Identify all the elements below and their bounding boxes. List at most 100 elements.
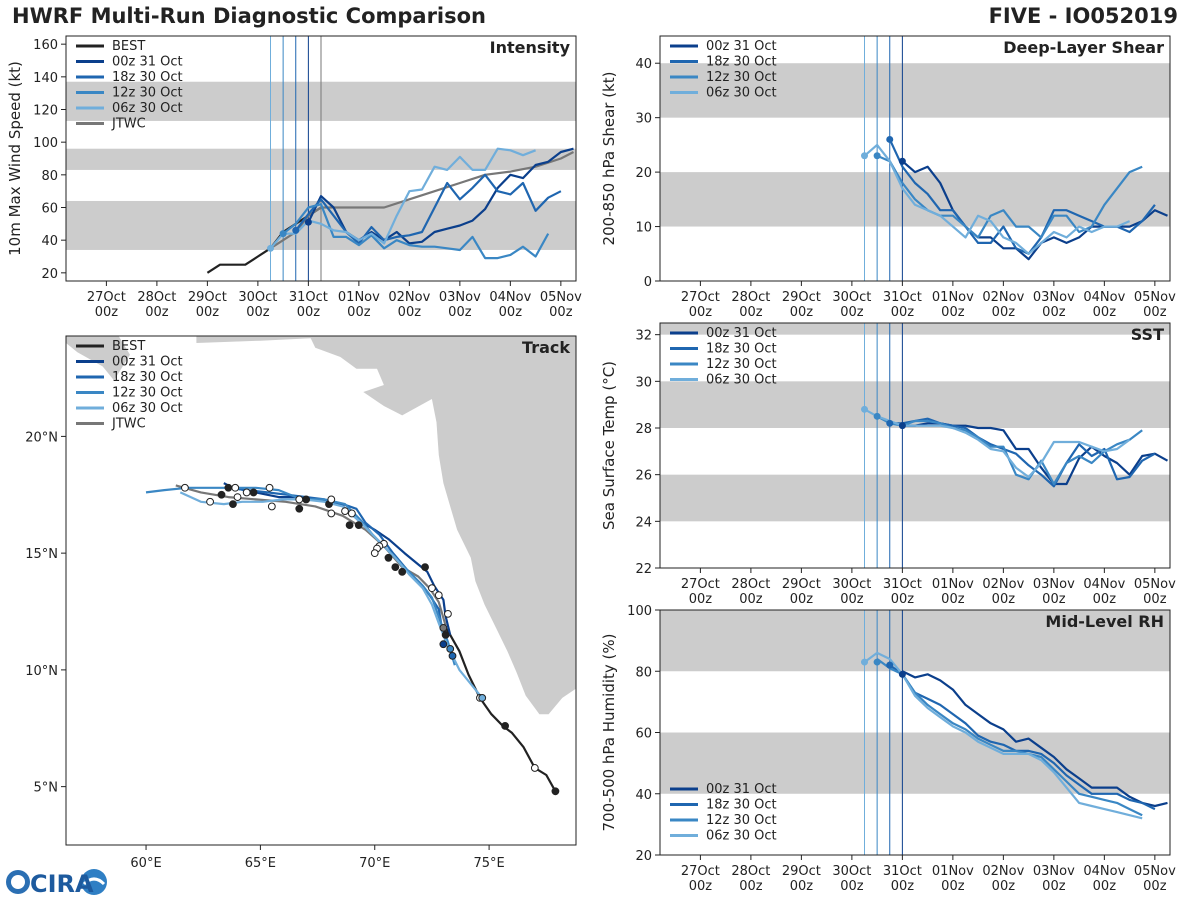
track-marker-33 [224,483,233,492]
sst-xtick-label: 29Oct 00z [782,577,821,607]
shear-xtick-line: 04Nov [1083,290,1125,305]
intensity-xtick-line: 00z [398,305,422,320]
cira-logo: CIRA [6,869,107,898]
sst-ytick-label: 22 [635,562,652,577]
sst-xtick-line: 00z [992,592,1016,607]
track-marker-31 [233,493,242,502]
rh-series-00z-31-oct [901,670,1168,808]
sst-xtick-line: 27Oct [681,577,720,592]
sst-xtick-line: 29Oct [782,577,821,592]
shear-xtick-line: 05Nov [1134,290,1176,305]
shear-ytick-label: 40 [635,57,652,72]
shear-xtick-label: 05Nov 00z [1134,290,1176,320]
sst-init-point-1 [873,412,881,420]
track-marker-28 [249,488,258,497]
intensity-xtick-line: 04Nov [489,290,531,305]
shear-xtick-line: 27Oct [681,290,720,305]
landmass-1 [196,336,576,715]
shear-series-12z-30-oct [876,154,1143,239]
sst-xtick-line: 00z [739,592,763,607]
rh-ytick-label: 20 [635,849,652,864]
intensity-xtick-line: 00z [196,305,220,320]
track-marker-6 [434,591,443,600]
rh-xtick-label: 03Nov 00z [1033,864,1075,894]
rh-xtick-line: 00z [992,879,1016,894]
rh-xtick-line: 00z [1093,879,1117,894]
rh-init-point-0 [861,658,869,666]
sst-series-18z-30-oct [889,417,1156,488]
sst-xtick-line: 01Nov [932,577,974,592]
shear-xtick-label: 01Nov 00z [932,290,974,320]
intensity-xtick-label: 30Oct 00z [238,290,277,320]
rh-xtick-line: 00z [1143,879,1167,894]
rh-xtick-line: 03Nov [1033,864,1075,879]
sst-xtick-line: 04Nov [1083,577,1125,592]
rh-ytick-label: 60 [635,727,652,742]
track-marker-17 [345,521,354,530]
rh-legend-label: 18z 30 Oct [706,798,777,813]
shear-init-point-0 [861,152,869,160]
sst-xtick-line: 00z [790,592,814,607]
intensity-legend-label: 18z 30 Oct [112,70,183,85]
sst-xtick-line: 31Oct [883,577,922,592]
intensity-xtick-line: 02Nov [388,290,430,305]
shear-xtick-line: 00z [941,305,965,320]
shear-xtick-line: 30Oct [832,290,871,305]
rh-series-12z-30-oct [876,658,1143,817]
sst-xtick-line: 28Oct [731,577,770,592]
track-xtick-label: 70°E [359,856,390,871]
rh-xtick-label: 27Oct 00z [681,864,720,894]
sst-xtick-line: 30Oct [832,577,871,592]
rh-xtick-line: 04Nov [1083,864,1125,879]
rh-xtick-label: 02Nov 00z [982,864,1024,894]
track-ytick-label: 20°N [25,430,58,445]
sst-xtick-line: 00z [689,592,713,607]
sst-xtick-label: 05Nov 00z [1134,577,1176,607]
rh-xtick-line: 02Nov [982,864,1024,879]
track-marker-7 [428,584,436,593]
track-marker-41 [439,640,448,649]
shear-xtick-line: 00z [739,305,763,320]
shear-xtick-line: 00z [992,305,1016,320]
intensity-legend-label: BEST [112,39,145,54]
shear-ytick-label: 10 [635,221,652,236]
intensity-init-point-2 [292,226,300,234]
rh-legend-label: 12z 30 Oct [706,813,777,828]
track-marker-26 [267,502,276,511]
track-marker-20 [327,509,336,518]
shear-series-06z-30-oct [863,143,1131,255]
track-ytick-label: 15°N [25,547,58,562]
intensity-legend-label: JTWC [111,117,146,132]
rh-xtick-label: 05Nov 00z [1134,864,1176,894]
track-marker-0 [551,787,560,796]
intensity-series-18z-30-oct [294,173,562,245]
rh-xtick-line: 00z [689,879,713,894]
rh-xtick-line: 01Nov [932,864,974,879]
rh-xtick-line: 30Oct [832,864,871,879]
shear-title: Deep-Layer Shear [1003,38,1164,57]
track-ytick-label: 5°N [34,781,59,796]
intensity-series-12z-30-oct [282,203,550,260]
shear-xtick-line: 00z [1143,305,1167,320]
intensity-xtick-label: 05Nov 00z [540,290,582,320]
rh-legend-label: 00z 31 Oct [706,782,777,797]
shear-xtick-line: 00z [689,305,713,320]
intensity-legend-label: 06z 30 Oct [112,101,183,116]
intensity-ytick-label: 140 [33,71,58,86]
track-marker-29 [242,488,251,497]
sst-xtick-label: 27Oct 00z [681,577,720,607]
rh-init-point-1 [873,658,881,666]
intensity-legend-label: 00z 31 Oct [112,55,183,70]
track-marker-16 [354,521,363,530]
intensity-ylabel: 10m Max Wind Speed (kt) [6,61,24,256]
logo-text: CIRA [30,870,94,898]
rh-xtick-line: 00z [790,879,814,894]
shear-init-point-2 [886,135,894,143]
intensity-ytick-label: 60 [41,202,58,217]
shear-xtick-line: 00z [1093,305,1117,320]
sst-xtick-line: 00z [891,592,915,607]
sst-legend-label: 12z 30 Oct [706,357,777,372]
rh-band-1 [660,610,1170,672]
